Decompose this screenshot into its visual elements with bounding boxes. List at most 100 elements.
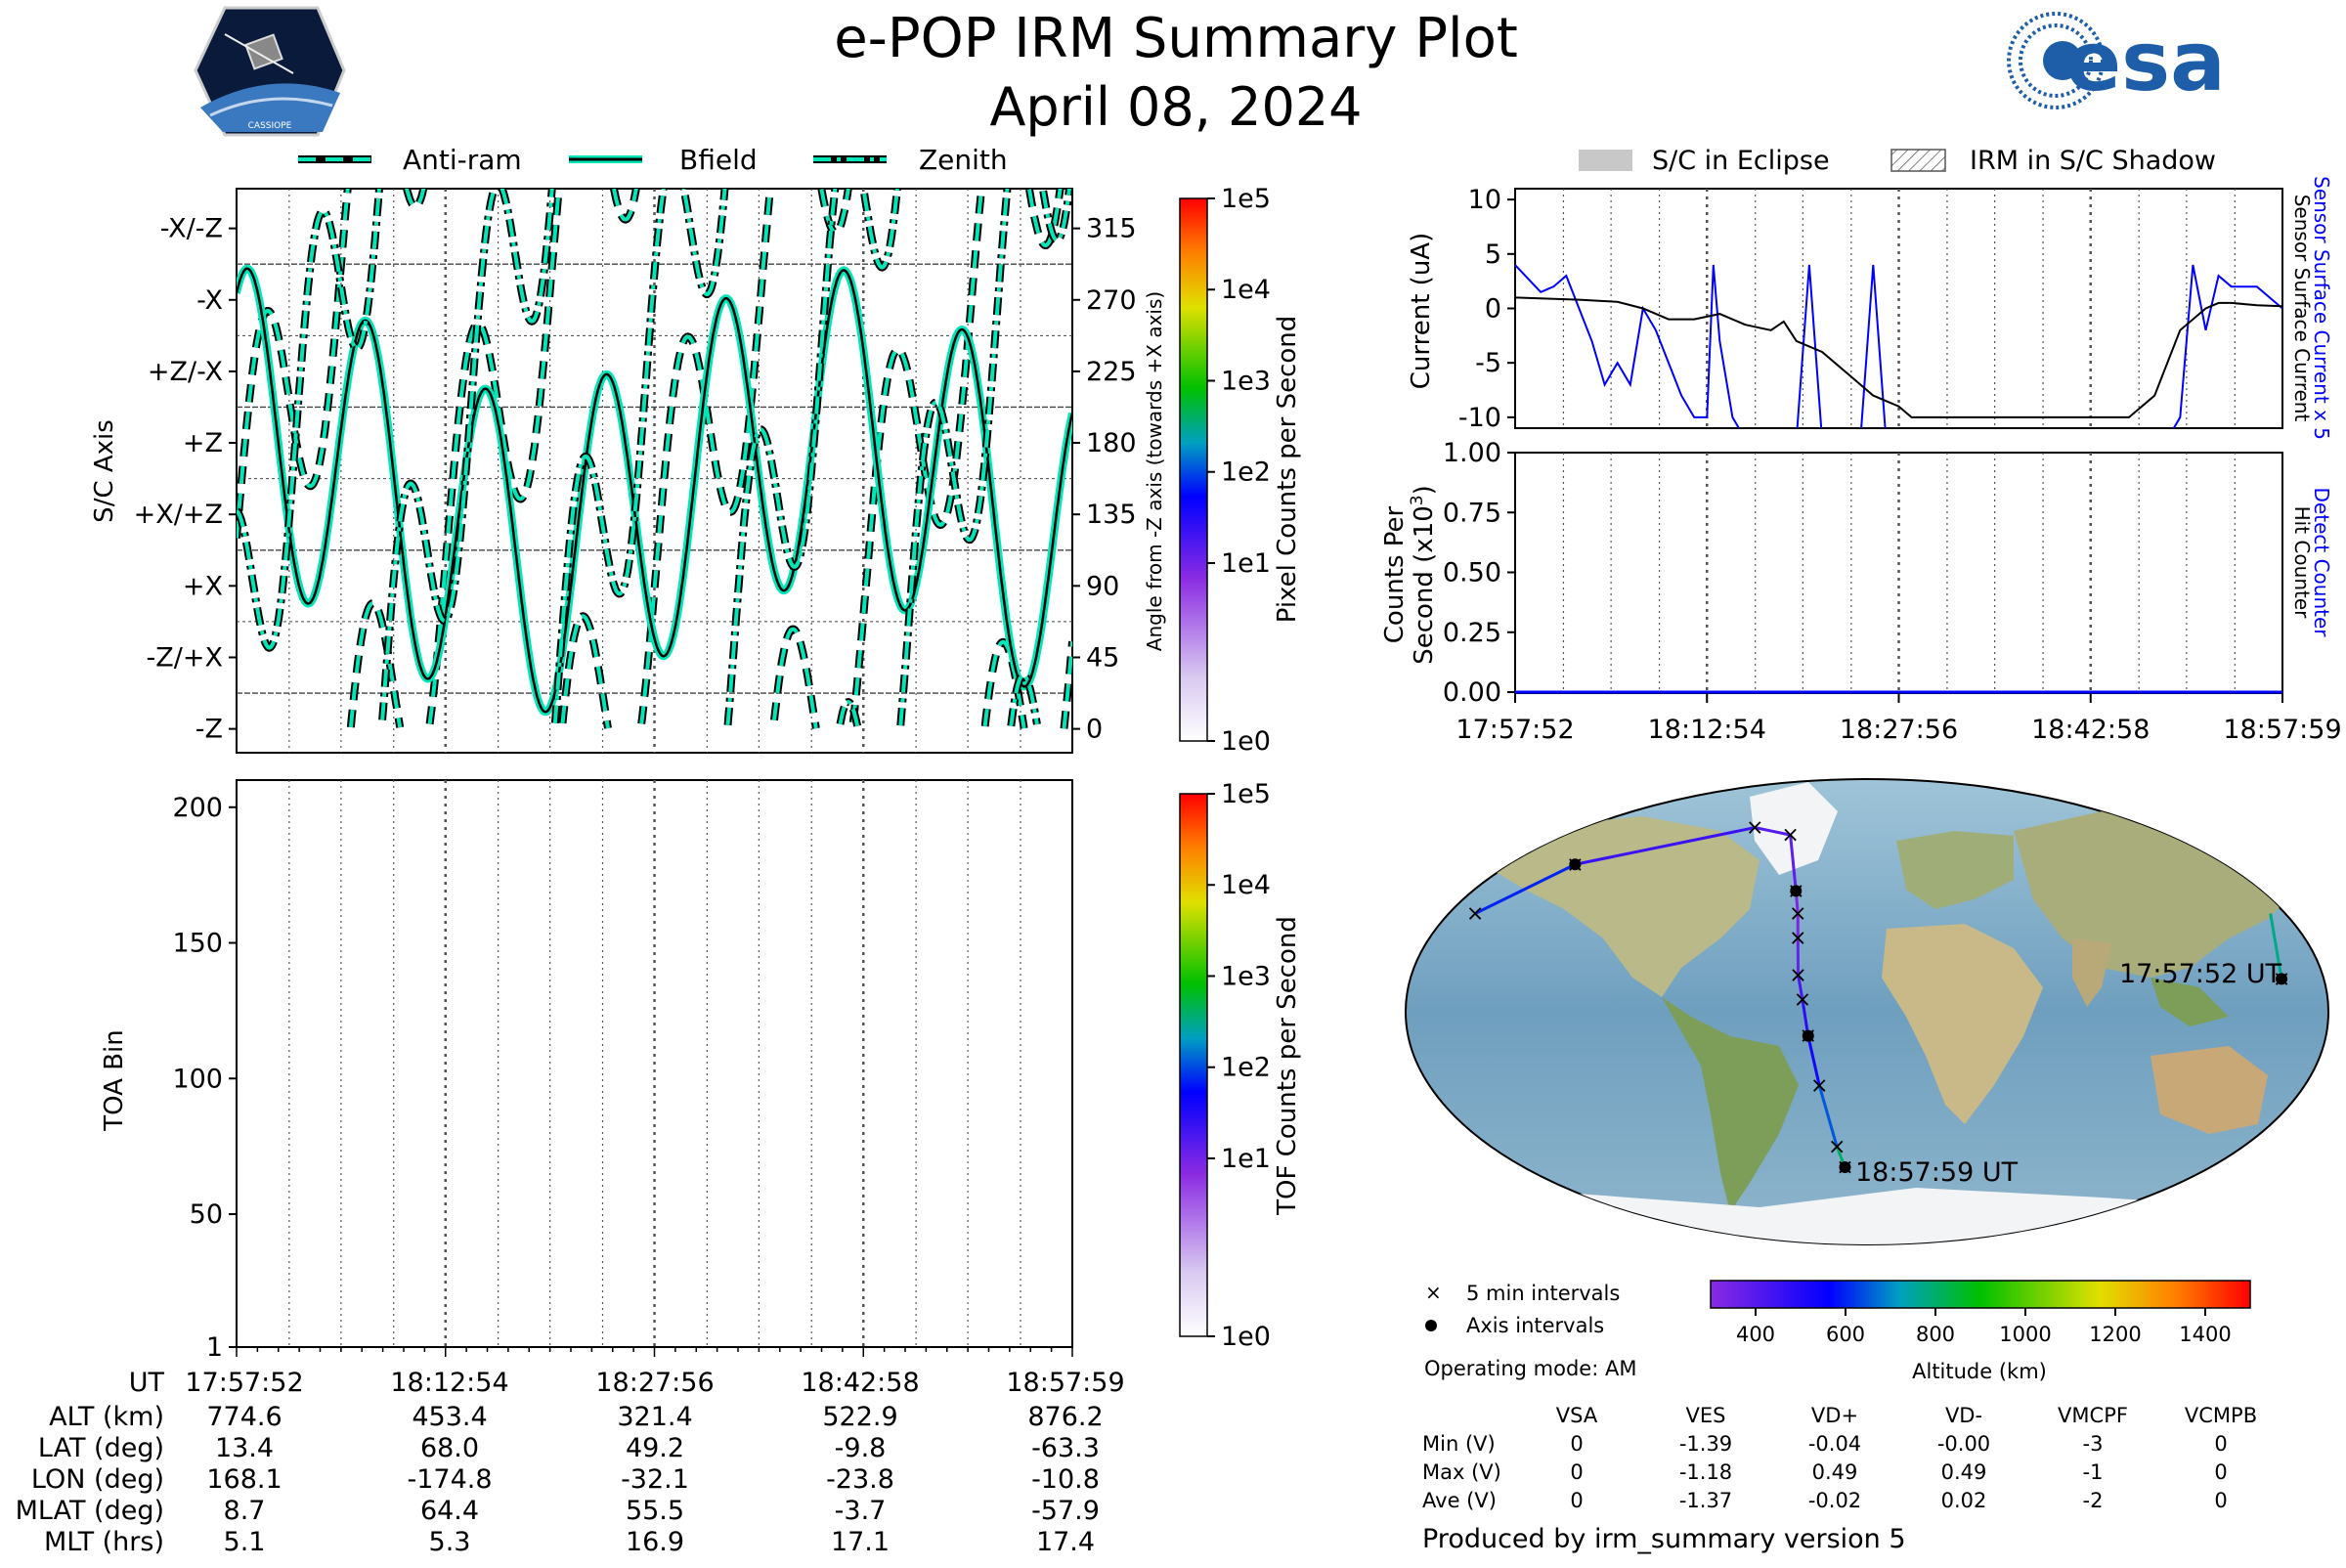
five-min-marker: × [1810, 1073, 1828, 1098]
table-cell: 5.1 [224, 1527, 266, 1557]
table-cell: 321.4 [617, 1402, 692, 1432]
colorbar-tick: 1e5 [1221, 779, 1271, 809]
table-cell: 17.1 [831, 1527, 890, 1557]
table-cell: -57.9 [1031, 1496, 1100, 1526]
altitude-tick: 1000 [1999, 1323, 2051, 1346]
colorbar-tick: 1e3 [1221, 366, 1271, 396]
voltage-cell: 0 [1570, 1489, 1583, 1512]
voltage-cell: -1.18 [1679, 1460, 1732, 1484]
voltage-cell: 0 [2214, 1460, 2227, 1484]
plot-date: April 08, 2024 [989, 76, 1362, 138]
attitude-left-tick: +X [183, 571, 223, 601]
table-cell: 18:42:58 [801, 1368, 919, 1398]
table-cell: 68.0 [420, 1433, 479, 1463]
counts-ylabel-end: ) [1410, 485, 1439, 495]
counts-ylabel-sup: 3 [1408, 495, 1427, 505]
toa-tick: 100 [172, 1064, 223, 1094]
voltage-cell: 0.02 [1941, 1489, 1987, 1512]
five-min-marker: × [1746, 816, 1763, 841]
counts-xtick: 18:57:59 [2223, 715, 2341, 745]
five-min-marker: × [1789, 902, 1806, 927]
attitude-left-ticks: -X/-Z-X+Z/-X+Z+X/+Z+X-Z/+X-Z [134, 214, 237, 745]
voltage-cell: -1.39 [1679, 1432, 1732, 1456]
five-min-marker: × [1789, 927, 1806, 951]
altitude-tick: 400 [1736, 1323, 1775, 1346]
attitude-left-tick: -X/-Z [160, 214, 223, 244]
attitude-right-tick: 225 [1086, 357, 1137, 387]
legend-shadow-label: IRM in S/C Shadow [1970, 146, 2216, 176]
voltage-header: VD+ [1811, 1404, 1858, 1427]
table-cell: -32.1 [621, 1464, 689, 1495]
counts-xtick: 18:27:56 [1840, 715, 1958, 745]
colorbar-tick: 1e5 [1221, 184, 1271, 214]
colorbar-tick: 1e1 [1221, 1144, 1271, 1174]
esa-logo-text: esa [2065, 14, 2226, 109]
counts-tick: 1.00 [1443, 438, 1501, 468]
table-row-label: MLAT (deg) [16, 1496, 164, 1526]
table-cell: -10.8 [1031, 1464, 1100, 1495]
voltage-cell: 0.49 [1812, 1460, 1858, 1484]
table-cell: 453.4 [412, 1402, 487, 1432]
colorbar-tick: 1e3 [1221, 961, 1271, 991]
colorbar-tick: 1e2 [1221, 457, 1271, 488]
colorbar-tick: 1e0 [1221, 726, 1271, 757]
axis-interval-legend-label: Axis intervals [1466, 1314, 1604, 1337]
ground-track-map: ×××××××××××××× 17:57:52 UT 18:57:59 UT [1406, 779, 2328, 1271]
cassiope-logo: CASSIOPE [196, 8, 344, 135]
attitude-left-tick: -Z [196, 715, 223, 745]
current-legend: S/C in Eclipse IRM in S/C Shadow [1579, 146, 2216, 176]
voltage-cell: 0.49 [1941, 1460, 1987, 1484]
table-cell: 8.7 [224, 1496, 266, 1526]
five-min-marker: × [1781, 823, 1799, 848]
five-min-marker-icon: × [1425, 1281, 1442, 1304]
table-cell: 13.4 [215, 1433, 274, 1463]
table-cell: -9.8 [835, 1433, 887, 1463]
attitude-right-tick: 45 [1086, 642, 1119, 673]
table-cell: -23.8 [826, 1464, 894, 1495]
table-cell: 17:57:52 [185, 1368, 303, 1398]
toa-tick: 1 [206, 1332, 223, 1363]
plot-title: e-POP IRM Summary Plot [834, 7, 1518, 70]
table-cell: 64.4 [420, 1496, 479, 1526]
attitude-right-tick: 0 [1086, 715, 1103, 745]
attitude-ylabel: S/C Axis [90, 419, 119, 523]
toa-tick: 200 [172, 793, 223, 823]
counts-tick: 0.25 [1443, 618, 1501, 648]
table-row-label: ALT (km) [49, 1402, 164, 1432]
pixel-colorbar-label: Pixel Counts per Second [1273, 316, 1302, 624]
voltage-cell: -0.02 [1808, 1489, 1861, 1512]
axis-interval-marker [1839, 1161, 1850, 1173]
voltage-cell: -2 [2083, 1489, 2104, 1512]
map-end-label: 18:57:59 UT [1855, 1157, 2019, 1188]
voltage-row-label: Min (V) [1422, 1432, 1496, 1456]
table-row-label: LAT (deg) [38, 1433, 164, 1463]
legend-eclipse-label: S/C in Eclipse [1652, 146, 1830, 176]
colorbar-tick: 1e1 [1221, 548, 1271, 579]
attitude-left-tick: +X/+Z [134, 500, 223, 530]
tof-colorbar-label: TOF Counts per Second [1273, 916, 1302, 1216]
map-legend: × 5 min intervals Axis intervals Operati… [1424, 1281, 1636, 1380]
toa-tick: 150 [172, 929, 223, 959]
current-tick: 5 [1485, 240, 1501, 270]
colorbar-tick: 1e2 [1221, 1053, 1271, 1083]
axis-interval-marker [1569, 858, 1581, 870]
voltage-cell: -1 [2083, 1460, 2104, 1484]
colorbar-tick: 1e4 [1221, 870, 1271, 900]
altitude-tick: 1400 [2179, 1323, 2231, 1346]
attitude-right-tick: 180 [1086, 428, 1137, 458]
counts-ylabel-2: Second (x103) [1408, 485, 1439, 665]
attitude-panel: -X/-Z-X+Z/-X+Z+X/+Z+X-Z/+X-Z 31527022518… [90, 157, 1166, 753]
counts-ylabel-1: Counts Per [1380, 505, 1410, 643]
table-cell: 17.4 [1036, 1527, 1095, 1557]
altitude-label: Altitude (km) [1912, 1360, 2047, 1383]
voltage-header: VCMPB [2185, 1404, 2257, 1427]
table-cell: 49.2 [626, 1433, 684, 1463]
table-cell: 16.9 [626, 1527, 684, 1557]
attitude-legend: Anti-ram Bfield Zenith [298, 144, 1008, 176]
table-cell: 18:27:56 [595, 1368, 714, 1398]
toa-ylabel: TOA Bin [100, 1029, 129, 1131]
